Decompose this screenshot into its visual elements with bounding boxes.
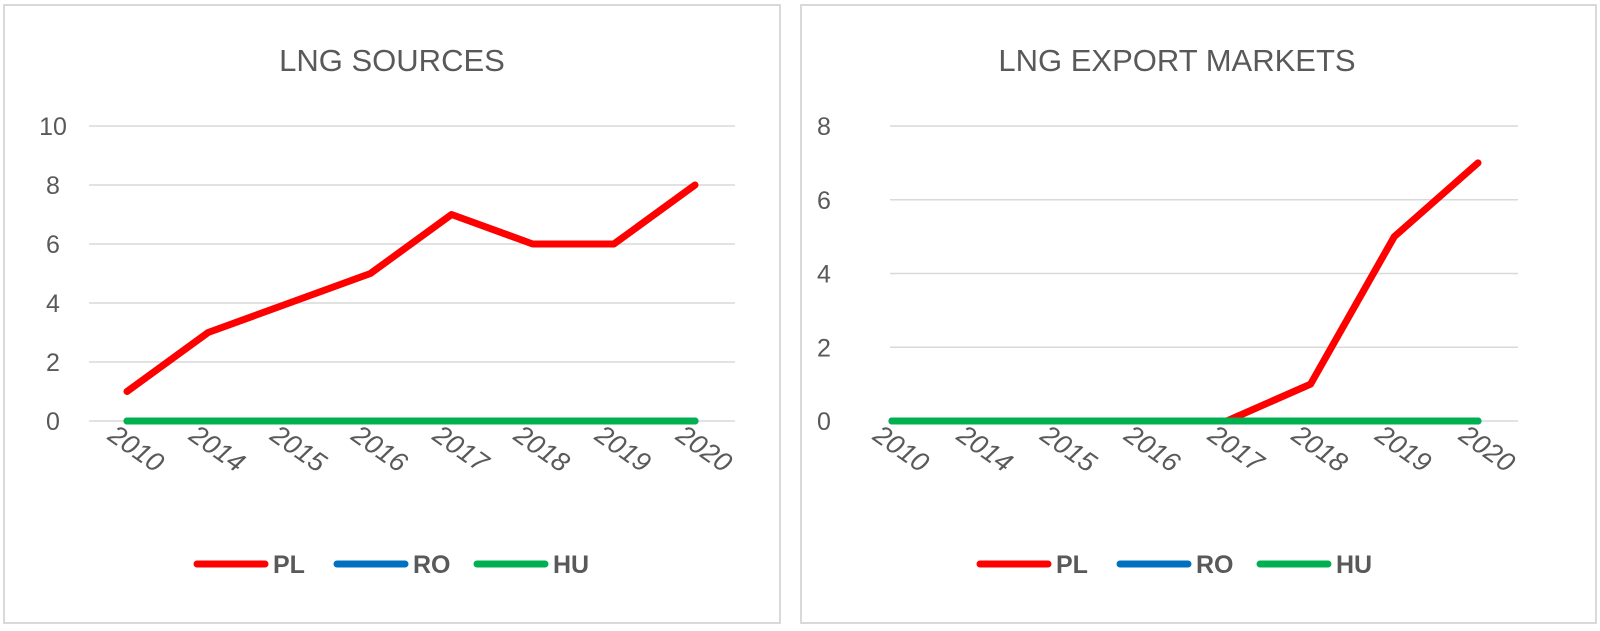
chart-panel-lng-export-markets: LNG EXPORT MARKETS 0 2 4 6 8 2010 2014 2015 2016…	[800, 4, 1597, 624]
legend-label-ro: RO	[1196, 551, 1234, 579]
x-tick-label: 2019	[589, 419, 656, 479]
legend: PL RO HU	[193, 551, 589, 579]
x-tick-label: 2010	[867, 419, 934, 479]
y-tick-label: 6	[46, 231, 60, 259]
legend: PL RO HU	[976, 551, 1372, 579]
legend-label-ro: RO	[413, 551, 451, 579]
y-tick-label: 4	[817, 261, 831, 289]
legend-label-pl: PL	[1056, 551, 1088, 579]
chart-lng-export-markets: LNG EXPORT MARKETS 0 2 4 6 8 2010 2014 2015 2016…	[817, 43, 1520, 579]
x-tick-label: 2019	[1369, 419, 1436, 479]
x-tick-label: 2016	[1118, 419, 1186, 479]
y-tick-label: 6	[817, 187, 831, 215]
chart-title: LNG EXPORT MARKETS	[998, 43, 1355, 78]
series-lines	[123, 181, 699, 425]
y-axis: 0 2 4 6 8 10	[39, 113, 67, 436]
x-tick-label: 2015	[1035, 419, 1103, 479]
chart-panel-lng-sources: LNG SOURCES 0 2 4 6 8 10 2010 2014 2015 2016 2017 2…	[3, 4, 781, 624]
x-axis: 2010 2014 2015 2016 2017 2018 2019 2020	[867, 419, 1520, 479]
y-tick-label: 2	[46, 349, 60, 377]
x-tick-label: 2018	[508, 419, 575, 479]
x-tick-label: 2018	[1286, 419, 1353, 479]
legend-label-hu: HU	[1336, 551, 1372, 579]
series-line-pl	[888, 159, 1482, 425]
x-axis: 2010 2014 2015 2016 2017 2018 2019 2020	[102, 419, 737, 479]
x-tick-label: 2017	[1202, 419, 1270, 479]
x-tick-label: 2017	[427, 419, 495, 479]
y-tick-label: 0	[46, 408, 60, 436]
legend-label-hu: HU	[553, 551, 589, 579]
x-tick-label: 2015	[264, 419, 332, 479]
series-lines	[888, 159, 1482, 425]
x-tick-label: 2020	[670, 419, 737, 479]
y-tick-label: 8	[817, 113, 831, 141]
gridlines	[890, 125, 1518, 422]
y-tick-label: 4	[46, 290, 60, 318]
y-tick-label: 0	[817, 408, 831, 436]
legend-label-pl: PL	[273, 551, 305, 579]
x-tick-label: 2020	[1453, 419, 1520, 479]
series-line-pl	[123, 181, 699, 395]
x-tick-label: 2014	[951, 419, 1018, 479]
y-axis: 0 2 4 6 8	[817, 113, 831, 436]
y-tick-label: 2	[817, 334, 831, 362]
y-tick-label: 8	[46, 172, 60, 200]
x-tick-label: 2016	[346, 419, 414, 479]
x-tick-label: 2010	[102, 419, 169, 479]
y-tick-label: 10	[39, 113, 67, 141]
chart-title: LNG SOURCES	[279, 43, 505, 78]
x-tick-label: 2014	[183, 419, 250, 479]
gridlines	[89, 125, 735, 422]
